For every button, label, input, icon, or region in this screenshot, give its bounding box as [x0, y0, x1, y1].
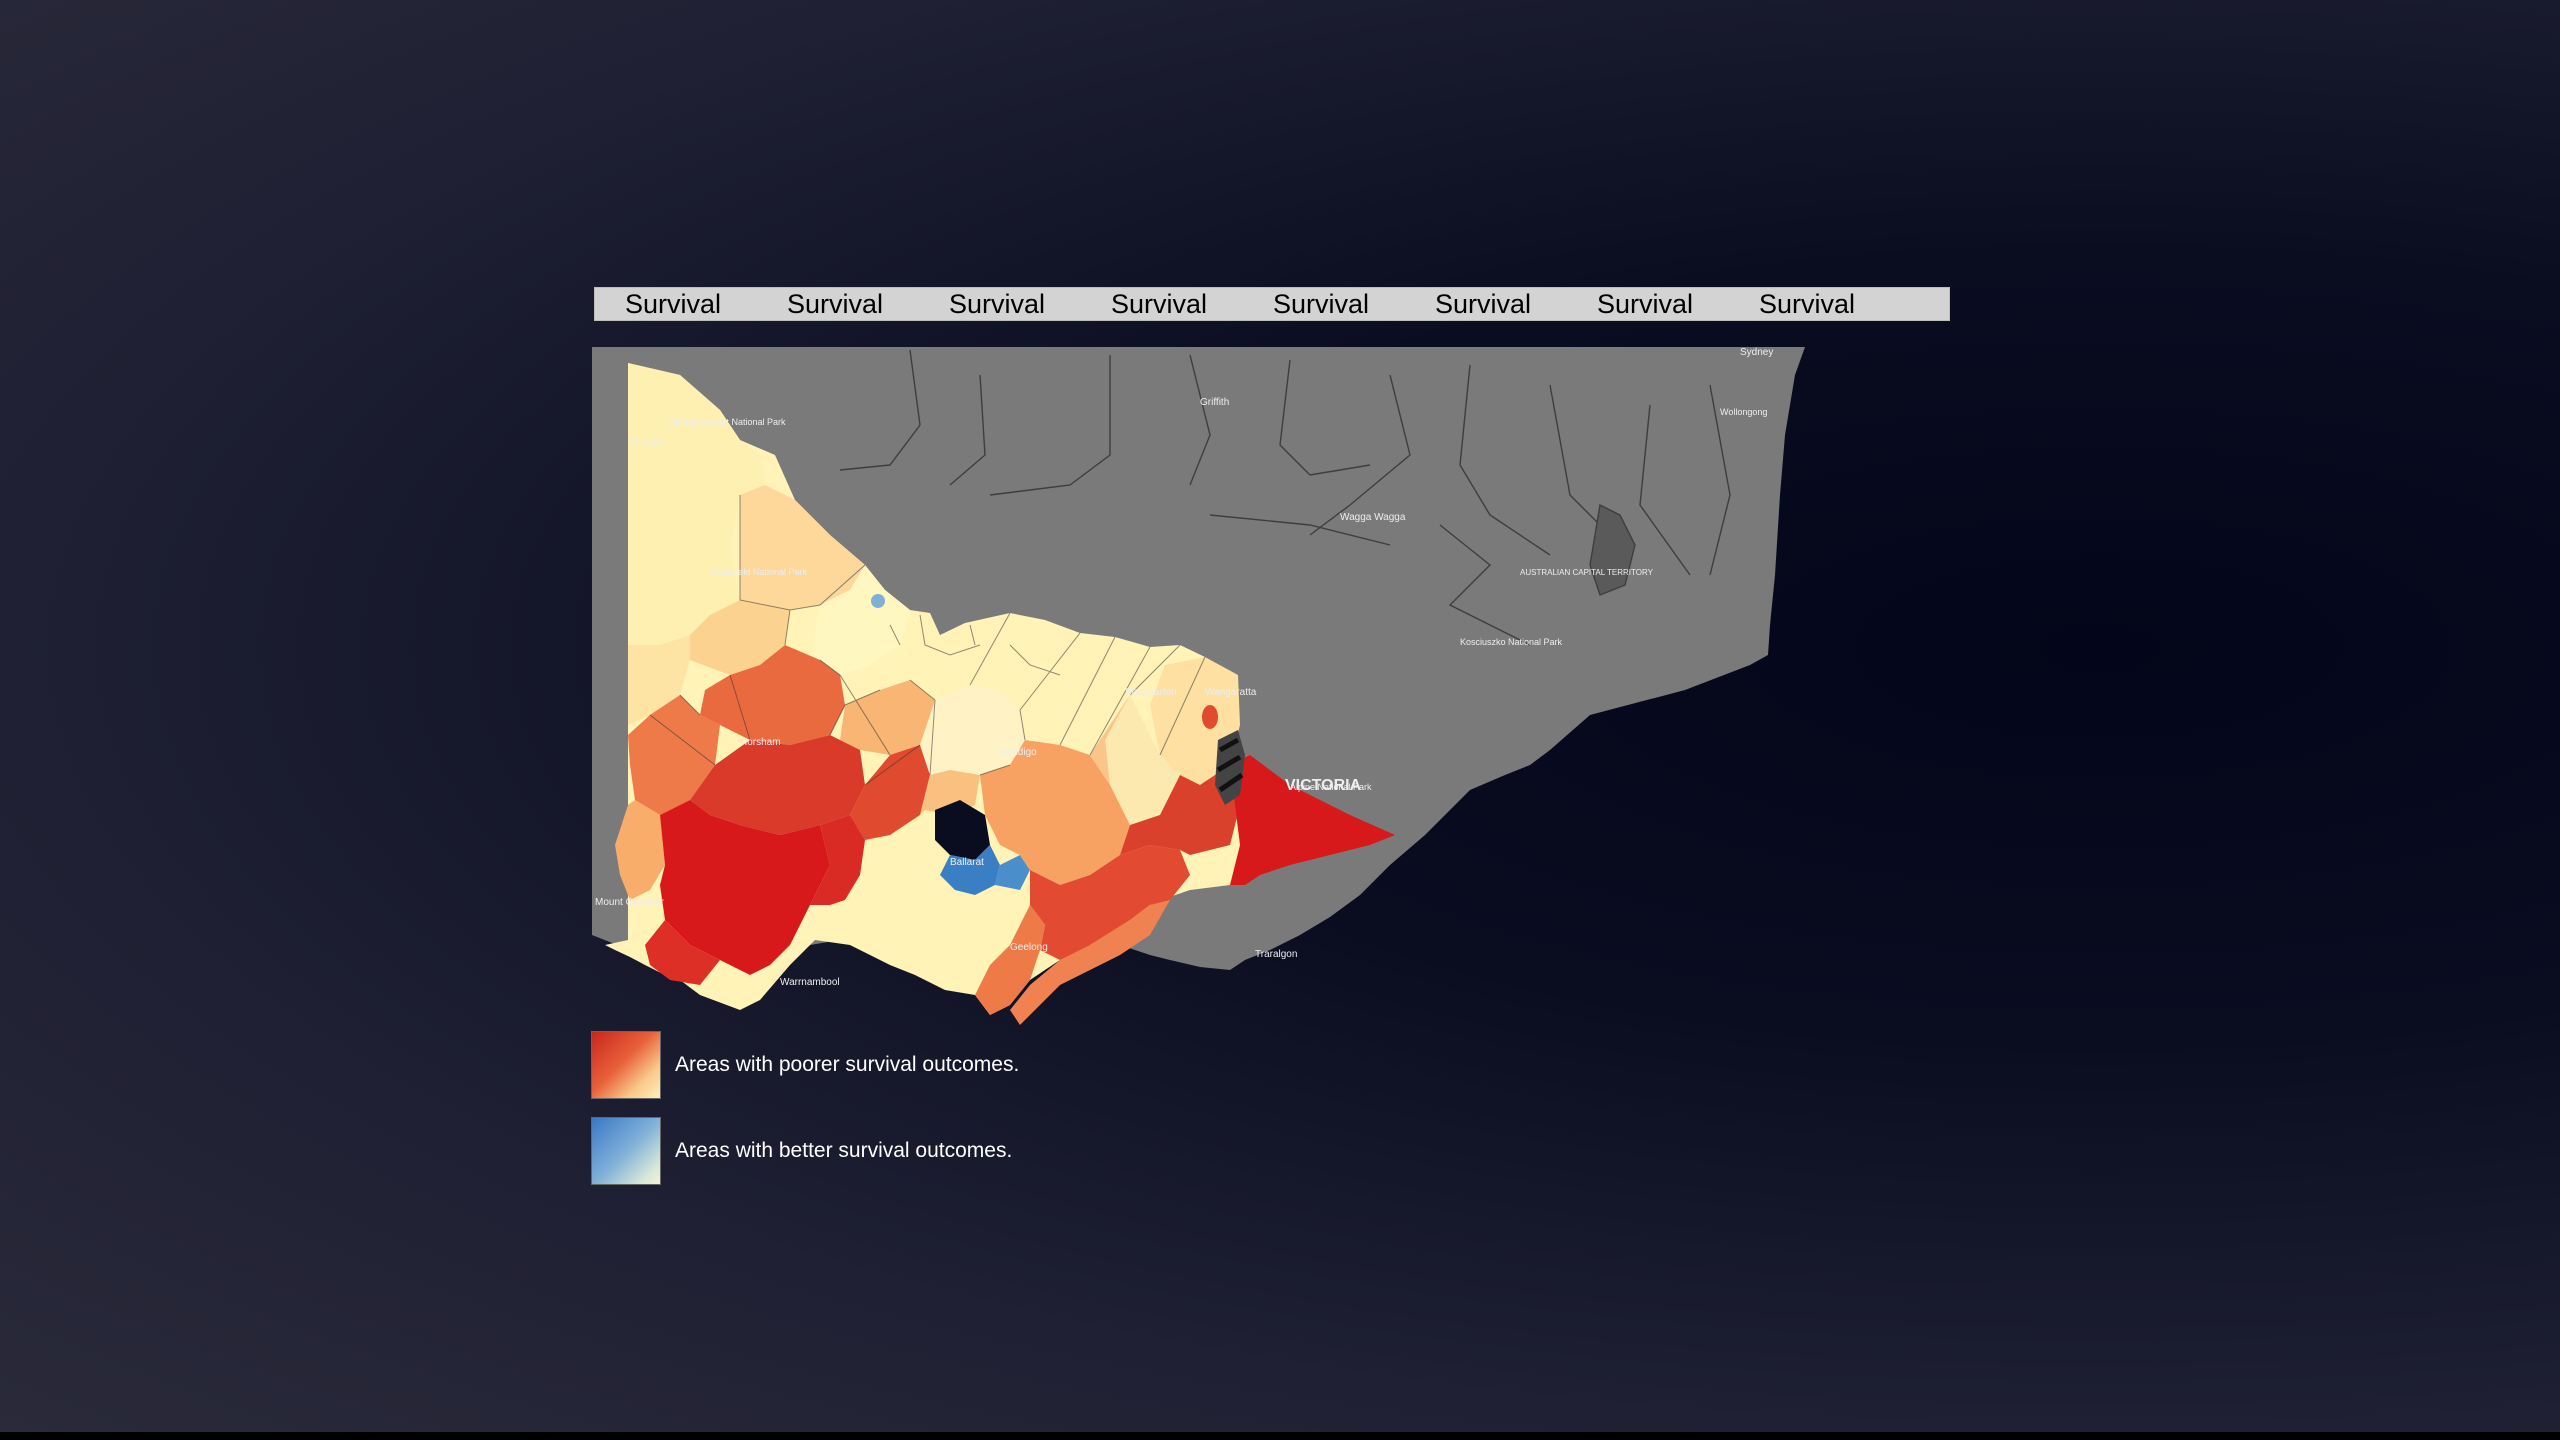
map-label-horsham: Horsham [740, 737, 781, 748]
map-lga-boundaries-vic [649, 495, 1206, 786]
region-north-central [810, 565, 910, 675]
legend-swatch-better [591, 1117, 661, 1185]
tab-survival-5[interactable]: Survival [1273, 289, 1370, 319]
tab-survival-4[interactable]: Survival [1111, 289, 1208, 319]
map-label-act: AUSTRALIAN CAPITAL TERRITORY [1520, 568, 1654, 577]
tab-survival-6[interactable]: Survival [1435, 289, 1532, 319]
region-better-north [871, 594, 885, 608]
map-label-warrnambool: Warrnambool [780, 977, 840, 988]
map-hatch-area [1215, 730, 1245, 805]
map-label-alpine: Alpine National Park [1290, 782, 1372, 792]
region-far-southwest [615, 800, 665, 900]
region-poor-benalla [1202, 705, 1218, 729]
tab-survival-1[interactable]: Survival [625, 289, 722, 319]
bottom-bar [0, 1432, 2560, 1440]
survival-tab-bar: Survival Survival Survival Survival Surv… [594, 287, 1950, 321]
region-otway-red [660, 800, 830, 975]
region-murrindindi [1090, 695, 1130, 785]
region-wellington [1120, 765, 1240, 855]
map-port-phillip-bay [935, 800, 990, 860]
region-macedon [840, 680, 940, 755]
legend-label-better: Areas with better survival outcomes. [675, 1139, 1013, 1162]
map-label-griffith: Griffith [1200, 397, 1229, 408]
map-lga-boundaries-nsw [839, 349, 1731, 646]
map-label-murray-sunset: Murray-Sunset National Park [670, 417, 786, 427]
map-label-wollongong: Wollongong [1720, 407, 1767, 417]
legend-better: Areas with better survival outcomes. [591, 1117, 1012, 1185]
region-mornington-better [940, 845, 1000, 895]
legend-label-poorer: Areas with poorer survival outcomes. [675, 1053, 1020, 1076]
tab-survival-8[interactable]: Survival [1759, 289, 1856, 319]
region-south-gippsland [1030, 845, 1190, 960]
region-melbourne-north [920, 685, 1025, 775]
map-label-victoria: VICTORIA [1285, 777, 1362, 794]
legend-poorer: Areas with poorer survival outcomes. [591, 1031, 1019, 1099]
region-warrnambool [645, 920, 720, 985]
tab-survival-2[interactable]: Survival [787, 289, 884, 319]
map-label-wagga-wagga: Wagga Wagga [1340, 512, 1406, 523]
region-central-west [700, 645, 845, 745]
region-mallee [740, 485, 865, 610]
map-label-traralgon: Traralgon [1255, 949, 1297, 960]
survival-choropleth-map[interactable]: VICTORIA Murray-Sunset National Park Wyp… [590, 345, 1820, 1095]
region-yarra-ranges [980, 740, 1130, 885]
region-bass-coast [975, 905, 1045, 1015]
map-label-mildura: Mildura [630, 437, 663, 448]
region-western-port [995, 855, 1030, 890]
map-label-mount-gambier: Mount Gambier [595, 897, 665, 908]
region-wimmera [690, 600, 790, 675]
map-label-ballarat: Ballarat [950, 857, 984, 868]
region-glenelg [628, 695, 720, 815]
region-geelong-hinterland [850, 745, 930, 840]
map-label-shepparton: Shepparton [1125, 687, 1177, 698]
region-east-gippsland [1230, 755, 1395, 885]
map-label-bendigo: Bendigo [1000, 747, 1037, 758]
region-surf-coast [810, 815, 865, 905]
map-label-wyperfeld: Wyperfeld National Park [710, 567, 807, 577]
region-west-border [628, 635, 690, 725]
map-label-geelong: Geelong [1010, 942, 1048, 953]
region-northwest [628, 363, 765, 645]
region-wilsons-prom [1010, 900, 1170, 1025]
map-label-sydney: Sydney [1740, 347, 1773, 358]
tab-survival-7[interactable]: Survival [1597, 289, 1694, 319]
map-label-kosciuszko: Kosciuszko National Park [1460, 637, 1563, 647]
region-alpine [1105, 695, 1180, 825]
map-label-wangaratta: Wangaratta [1205, 687, 1257, 698]
tab-survival-3[interactable]: Survival [949, 289, 1046, 319]
region-southwest-red [690, 735, 865, 835]
legend-swatch-poorer [591, 1031, 661, 1099]
